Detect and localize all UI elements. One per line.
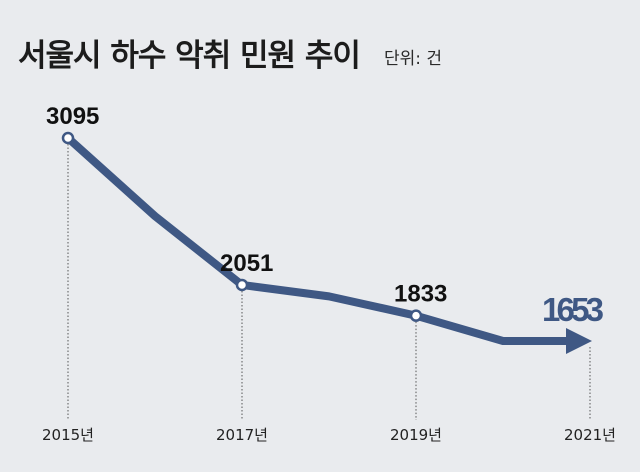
x-tick-label: 2019년 bbox=[390, 426, 442, 444]
x-tick-label: 2017년 bbox=[216, 426, 268, 444]
series-line bbox=[64, 134, 574, 345]
data-point bbox=[235, 278, 249, 292]
data-point bbox=[409, 309, 423, 322]
arrow-head bbox=[566, 328, 592, 354]
chart-title: 서울시 하수 악취 민원 추이 bbox=[18, 38, 361, 74]
value-label: 3095 bbox=[46, 103, 99, 130]
value-label: 1653 bbox=[542, 291, 604, 328]
value-label: 1833 bbox=[394, 281, 447, 308]
data-point bbox=[61, 131, 75, 145]
value-label: 2051 bbox=[220, 250, 273, 277]
x-tick-label: 2015년 bbox=[42, 426, 94, 444]
x-tick-label: 2021년 bbox=[564, 426, 616, 444]
unit-label: 단위: 건 bbox=[384, 49, 443, 69]
